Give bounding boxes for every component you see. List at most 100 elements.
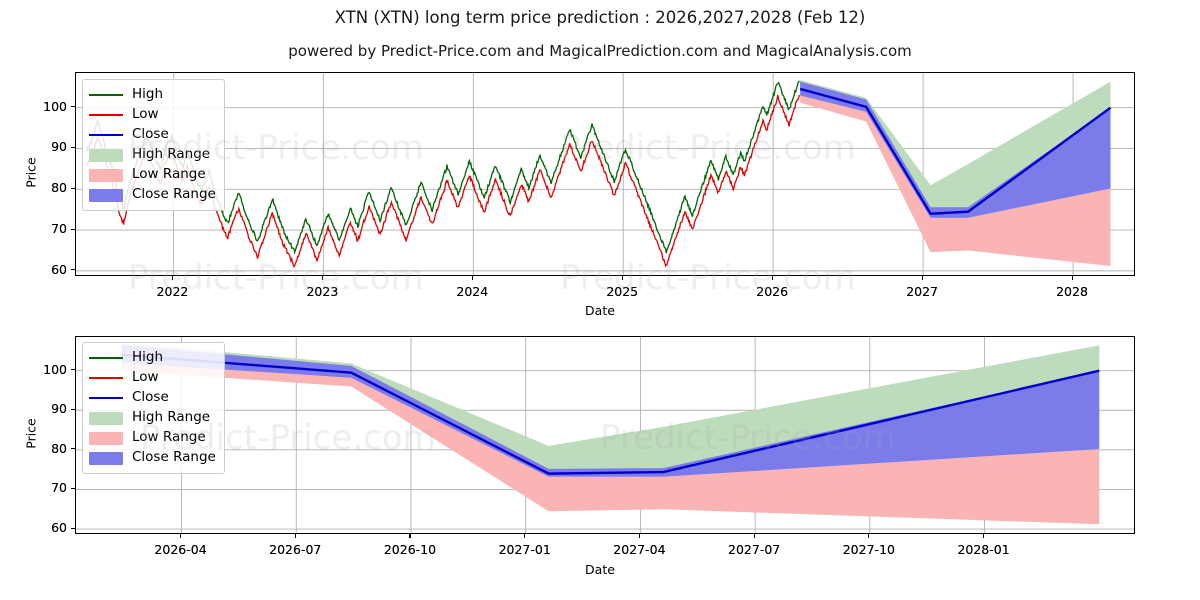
legend-swatch-patch-icon [89, 451, 123, 465]
bottom-chart-x-tick-label: 2026-10 [383, 542, 437, 557]
legend-label: Close [132, 389, 169, 406]
top-chart-x-tick-mark [171, 276, 174, 280]
top-chart-y-tick-label: 100 [43, 98, 67, 114]
bottom-chart-y-tick-mark [71, 448, 75, 450]
top-chart-x-tick-label: 2022 [156, 284, 189, 299]
top-chart-x-tick-label: 2026 [756, 284, 789, 299]
legend-label: High Range [132, 409, 211, 426]
bottom-chart-legend: High Low Close High Range Low Range Close Ran… [82, 342, 225, 474]
bottom-chart-y-tick-label: 90 [51, 401, 67, 417]
legend-label: Low [132, 106, 159, 123]
top-chart-x-tick-mark [471, 276, 473, 280]
legend-swatch-patch-icon [89, 168, 123, 182]
legend-label: Close Range [132, 449, 216, 466]
legend-item-high: High [89, 85, 216, 105]
top-chart-y-tick-label: 90 [51, 139, 67, 155]
bottom-chart-x-tick-label: 2027-01 [498, 542, 551, 557]
legend-item-close-range: Close Range [89, 448, 216, 468]
top-chart-x-tick-mark [921, 276, 923, 280]
bottom-chart-x-tick-mark [983, 534, 985, 538]
bottom-chart-x-tick-mark [180, 534, 182, 538]
bottom-chart-y-tick-label: 60 [51, 520, 67, 536]
legend-item-low: Low [89, 105, 216, 125]
bottom-chart-y-tick-mark [71, 487, 75, 490]
top-chart-x-tick-label: 2024 [456, 284, 489, 299]
legend-swatch-patch-icon [89, 148, 123, 162]
top-chart-x-tick-label: 2023 [306, 284, 339, 299]
top-chart-plot-area[interactable] [75, 72, 1135, 276]
top-chart-y-tick-label: 60 [51, 261, 67, 277]
bottom-chart-x-tick-label: 2027-01 [498, 542, 551, 557]
bottom-chart-x-tick-label: 2027-04 [613, 542, 666, 557]
legend-item-close: Close [89, 388, 216, 408]
bottom-chart-x-tick-label: 2027-04 [613, 542, 666, 557]
bottom-chart-x-tick-mark [294, 534, 296, 538]
top-chart-x-tick-label: 2024 [456, 284, 489, 299]
legend-label: Low Range [132, 429, 206, 446]
legend-swatch-patch-icon [89, 411, 123, 425]
legend-swatch-line-icon [89, 108, 123, 122]
top-chart-x-tick-mark [1071, 276, 1073, 280]
top-chart-x-tick-label: 2025 [606, 284, 639, 299]
bottom-chart-y-tick-mark [71, 408, 75, 410]
top-chart-x-tick-label: 2026 [756, 284, 789, 299]
legend-item-high-range: High Range [89, 145, 216, 165]
bottom-chart-x-tick-label: 2027-10 [842, 542, 895, 557]
bottom-chart-x-tick-label: 2026-07 [269, 542, 322, 557]
legend-swatch-line-icon [89, 371, 123, 385]
top-chart-x-tick-label: 2027 [906, 284, 938, 299]
legend-swatch-line-icon [89, 391, 123, 405]
bottom-chart-y-tick-label: 80 [51, 440, 67, 456]
legend-item-low: Low [89, 368, 216, 388]
page-title: XTN (XTN) long term price prediction : 2… [334, 8, 866, 27]
bottom-chart-x-tick-mark [409, 534, 411, 538]
legend-label: High Range [132, 146, 211, 163]
legend-item-high-range: High Range [89, 408, 216, 428]
bottom-chart-y-tick-label: 70 [51, 480, 67, 496]
top-chart-canvas [76, 73, 1134, 275]
bottom-chart-y-tick-label: 90 [51, 401, 67, 417]
bottom-chart-y-tick-label: 80 [51, 440, 67, 456]
bottom-chart-y-tick-label: 70 [51, 480, 67, 496]
legend-swatch-patch-icon [89, 431, 123, 445]
bottom-chart-plot-area[interactable] [75, 336, 1135, 534]
bottom-chart-x-tick-label: 2028-01 [957, 542, 1010, 557]
bottom-chart-x-tick-mark [753, 534, 755, 538]
legend-swatch-line-icon [89, 88, 123, 102]
top-chart-y-tick-label: 70 [51, 221, 67, 237]
top-chart-x-tick-label: 2028 [1056, 284, 1088, 299]
bottom-chart-x-tick-mark [524, 534, 526, 538]
bottom-chart-x-tick-label: 2027-07 [728, 542, 781, 557]
legend-item-close-range: Close Range [89, 185, 216, 205]
top-chart-x-axis-label: Date [585, 303, 615, 318]
top-chart-x-tick-label: 2023 [306, 284, 339, 299]
bottom-chart-y-tick-mark [71, 527, 75, 529]
legend-item-low-range: Low Range [89, 165, 216, 185]
top-chart-x-tick-label: 2028 [1056, 284, 1088, 299]
top-chart-y-tick-mark [71, 228, 75, 230]
top-chart-legend: High Low Close High Range Low Range Close Ran… [82, 79, 225, 211]
top-chart-x-tick-label: 2022 [156, 284, 189, 299]
bottom-chart-x-tick-label: 2026-07 [269, 542, 322, 557]
legend-label: Close Range [132, 186, 216, 203]
top-chart-y-tick-label: 70 [51, 221, 67, 237]
bottom-chart-x-tick-mark [638, 534, 640, 538]
bottom-chart-x-axis-label: Date [585, 562, 615, 577]
top-chart-y-tick-label: 60 [51, 261, 67, 277]
bottom-chart-x-tick-mark [868, 534, 870, 538]
top-chart-y-tick-label: 100 [43, 98, 67, 114]
bottom-chart-y-tick-label: 100 [43, 361, 67, 377]
legend-item-high: High [89, 348, 216, 368]
top-chart-x-tick-mark [771, 276, 773, 280]
legend-swatch-patch-icon [89, 188, 123, 202]
bottom-chart-y-tick-label: 100 [43, 361, 67, 377]
top-chart-y-tick-mark [71, 146, 75, 149]
bottom-chart-x-tick-label: 2027-07 [728, 542, 781, 557]
top-chart-y-tick-mark [71, 269, 75, 271]
figure-subtitle: powered by Predict-Price.com and Magical… [288, 42, 912, 60]
legend-label: High [132, 86, 164, 103]
legend-label: Close [132, 126, 169, 143]
legend-label: Low [132, 369, 159, 386]
bottom-chart-x-tick-label: 2026-04 [154, 542, 207, 557]
